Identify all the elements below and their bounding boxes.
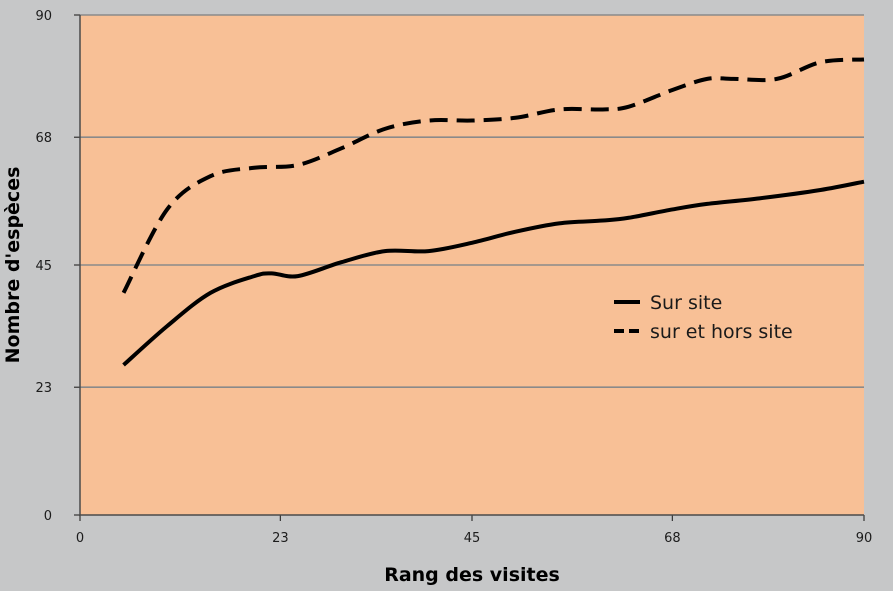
x-tick-label: 0 — [76, 531, 84, 546]
y-tick-label: 90 — [35, 9, 52, 24]
y-tick-label: 68 — [35, 131, 52, 146]
x-tick-label: 23 — [272, 531, 289, 546]
x-tick-label: 68 — [664, 531, 681, 546]
legend-label-2: sur et hors site — [650, 321, 793, 343]
gridlines — [74, 14, 865, 521]
y-tick-label: 0 — [44, 509, 52, 524]
y-tick-label: 23 — [35, 381, 52, 396]
series-line-2 — [121, 57, 865, 294]
x-axis-label: Rang des visites — [384, 564, 560, 586]
series-lines — [121, 57, 865, 367]
legend-label-1: Sur site — [650, 292, 722, 314]
x-tick-label: 90 — [856, 531, 873, 546]
x-tick-labels: 0 23 45 68 90 — [76, 531, 872, 546]
x-tick-label: 45 — [464, 531, 481, 546]
y-axis-label: Nombre d'espèces — [2, 167, 24, 364]
legend: Sur site sur et hors site — [614, 292, 793, 343]
series-line-1 — [122, 179, 865, 367]
axes — [79, 15, 864, 516]
y-tick-labels: 0 23 45 68 90 — [35, 9, 52, 524]
y-tick-label: 45 — [35, 259, 52, 274]
